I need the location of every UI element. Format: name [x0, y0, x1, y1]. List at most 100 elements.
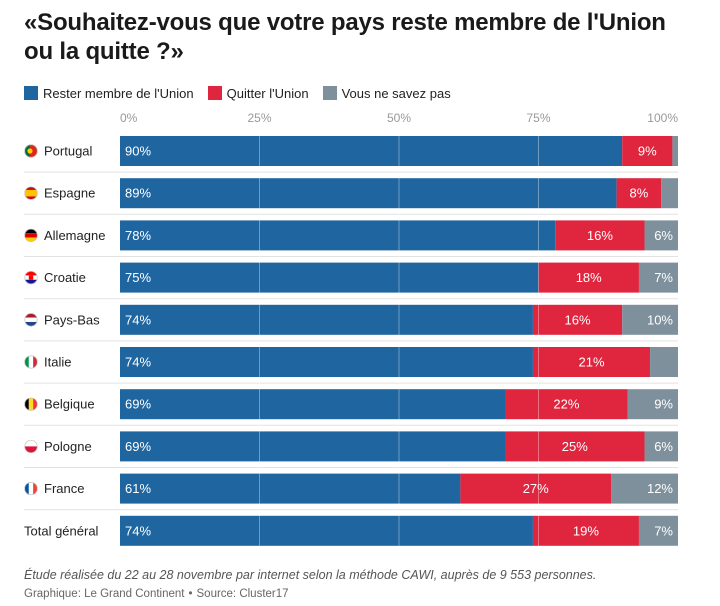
data-label: 16%	[587, 228, 613, 243]
bar-segment	[120, 178, 617, 209]
bar-segment	[611, 473, 678, 504]
x-tick-label: 0%	[120, 111, 138, 125]
bar-segment	[638, 515, 678, 546]
bar-segment	[120, 515, 533, 546]
data-label: 69%	[125, 439, 151, 454]
chart-title-line-2: ou la quitte ?»	[24, 38, 184, 65]
flag-icon-pl	[24, 439, 38, 453]
legend-swatch-quitter	[207, 86, 222, 100]
bar-segment	[672, 136, 678, 166]
data-label: 6%	[654, 439, 673, 454]
category-label: Portugal	[44, 144, 93, 159]
x-tick-label: 50%	[387, 111, 411, 125]
category-label: Belgique	[44, 397, 95, 412]
data-label: 27%	[523, 481, 549, 496]
data-label: 7%	[654, 270, 673, 285]
data-label: 74%	[125, 355, 151, 370]
bar-segment	[505, 389, 628, 420]
x-tick-label: 100%	[647, 111, 678, 125]
bar-segment	[120, 473, 461, 504]
legend-item-ne-sait-pas: Vous ne savez pas	[322, 85, 451, 101]
bar-segment	[616, 178, 662, 209]
bar-segment	[661, 178, 678, 209]
category-label: Total général	[24, 523, 99, 538]
bar-segment	[638, 262, 678, 293]
credit-separator: •	[188, 588, 193, 600]
legend-label-ne-sait-pas: Vous ne savez pas	[341, 85, 451, 101]
legend-swatch-rester	[24, 86, 38, 100]
category-label: Italie	[44, 355, 71, 370]
category-label: France	[44, 481, 84, 496]
data-label: 69%	[125, 397, 151, 412]
chart-title-line-1: «Souhaitez-vous que votre pays reste mem…	[24, 9, 666, 36]
flag-icon-hr	[24, 271, 38, 285]
data-label: 25%	[562, 439, 588, 454]
bar-segment	[627, 389, 678, 420]
stacked-bar-chart: 0% 25% 50% 75% 100% 90% 9% Portugal 89% 8% Espagne…	[24, 111, 678, 548]
category-label: Pays-Bas	[44, 312, 100, 327]
flag-icon-pt	[24, 144, 38, 158]
bar-segment	[532, 515, 639, 546]
data-label: 22%	[553, 397, 579, 412]
legend-label-rester: Rester membre de l'Union	[43, 85, 194, 101]
bar-segment	[120, 431, 506, 462]
legend-item-quitter: Quitter l'Union	[207, 85, 309, 101]
data-label: 10%	[647, 312, 673, 327]
data-label: 74%	[125, 312, 151, 327]
bar-segment	[460, 473, 612, 504]
bar-segment	[532, 347, 651, 377]
bar-segment	[650, 347, 678, 377]
data-label: 8%	[630, 186, 649, 201]
bar-segment	[120, 389, 506, 420]
bar-segment	[120, 262, 539, 293]
data-label: 9%	[638, 144, 657, 159]
data-label: 75%	[125, 270, 151, 285]
bar-segment	[538, 262, 639, 293]
legend-label-quitter: Quitter l'Union	[226, 85, 309, 101]
category-label: Allemagne	[44, 228, 105, 243]
legend-item-rester: Rester membre de l'Union	[24, 86, 194, 101]
credits: Graphique: Le Grand Continent • Source: Cl…	[24, 588, 289, 600]
x-tick-label: 25%	[247, 111, 271, 125]
data-label: 7%	[654, 523, 673, 538]
bar-segment	[532, 304, 623, 335]
data-label: 18%	[576, 270, 602, 285]
survey-note: Étude réalisée du 22 au 28 novembre par …	[24, 568, 597, 582]
category-label: Espagne	[44, 186, 95, 201]
bar-segment	[644, 431, 678, 462]
source-credit: Source: Cluster17	[196, 588, 289, 600]
data-label: 6%	[654, 228, 673, 243]
data-label: 21%	[578, 355, 604, 370]
flag-icon-es	[24, 186, 38, 200]
data-label: 90%	[125, 144, 151, 159]
data-label: 78%	[125, 228, 151, 243]
data-label: 9%	[654, 397, 673, 412]
bar-segment	[120, 220, 556, 251]
bar-segment	[555, 220, 645, 251]
category-label: Croatie	[44, 270, 86, 285]
data-label: 89%	[125, 186, 151, 201]
bar-segment	[622, 304, 678, 335]
bar-segment	[622, 136, 673, 166]
bar-segment	[644, 220, 678, 251]
category-label: Pologne	[44, 439, 92, 454]
legend-swatch-ne-sait-pas	[322, 86, 337, 100]
flag-icon-fr	[24, 482, 38, 496]
flag-icon-it	[24, 355, 38, 369]
data-label: 16%	[565, 312, 591, 327]
x-tick-label: 75%	[526, 111, 550, 125]
data-label: 74%	[125, 523, 151, 538]
chart-legend: Rester membre de l'Union Quitter l'Union…	[24, 84, 465, 102]
flag-icon-be	[24, 397, 38, 411]
data-label: 61%	[125, 481, 151, 496]
graphic-credit: Graphique: Le Grand Continent	[24, 588, 185, 600]
bar-segment	[120, 347, 533, 377]
flag-icon-de	[24, 228, 38, 242]
data-label: 19%	[573, 523, 599, 538]
bar-segment	[120, 304, 533, 335]
flag-icon-nl	[24, 313, 38, 327]
bar-segment	[505, 431, 645, 462]
chart-title: «Souhaitez-vous que votre pays reste mem…	[24, 8, 704, 66]
data-label: 12%	[647, 481, 673, 496]
bar-segment	[120, 136, 623, 166]
